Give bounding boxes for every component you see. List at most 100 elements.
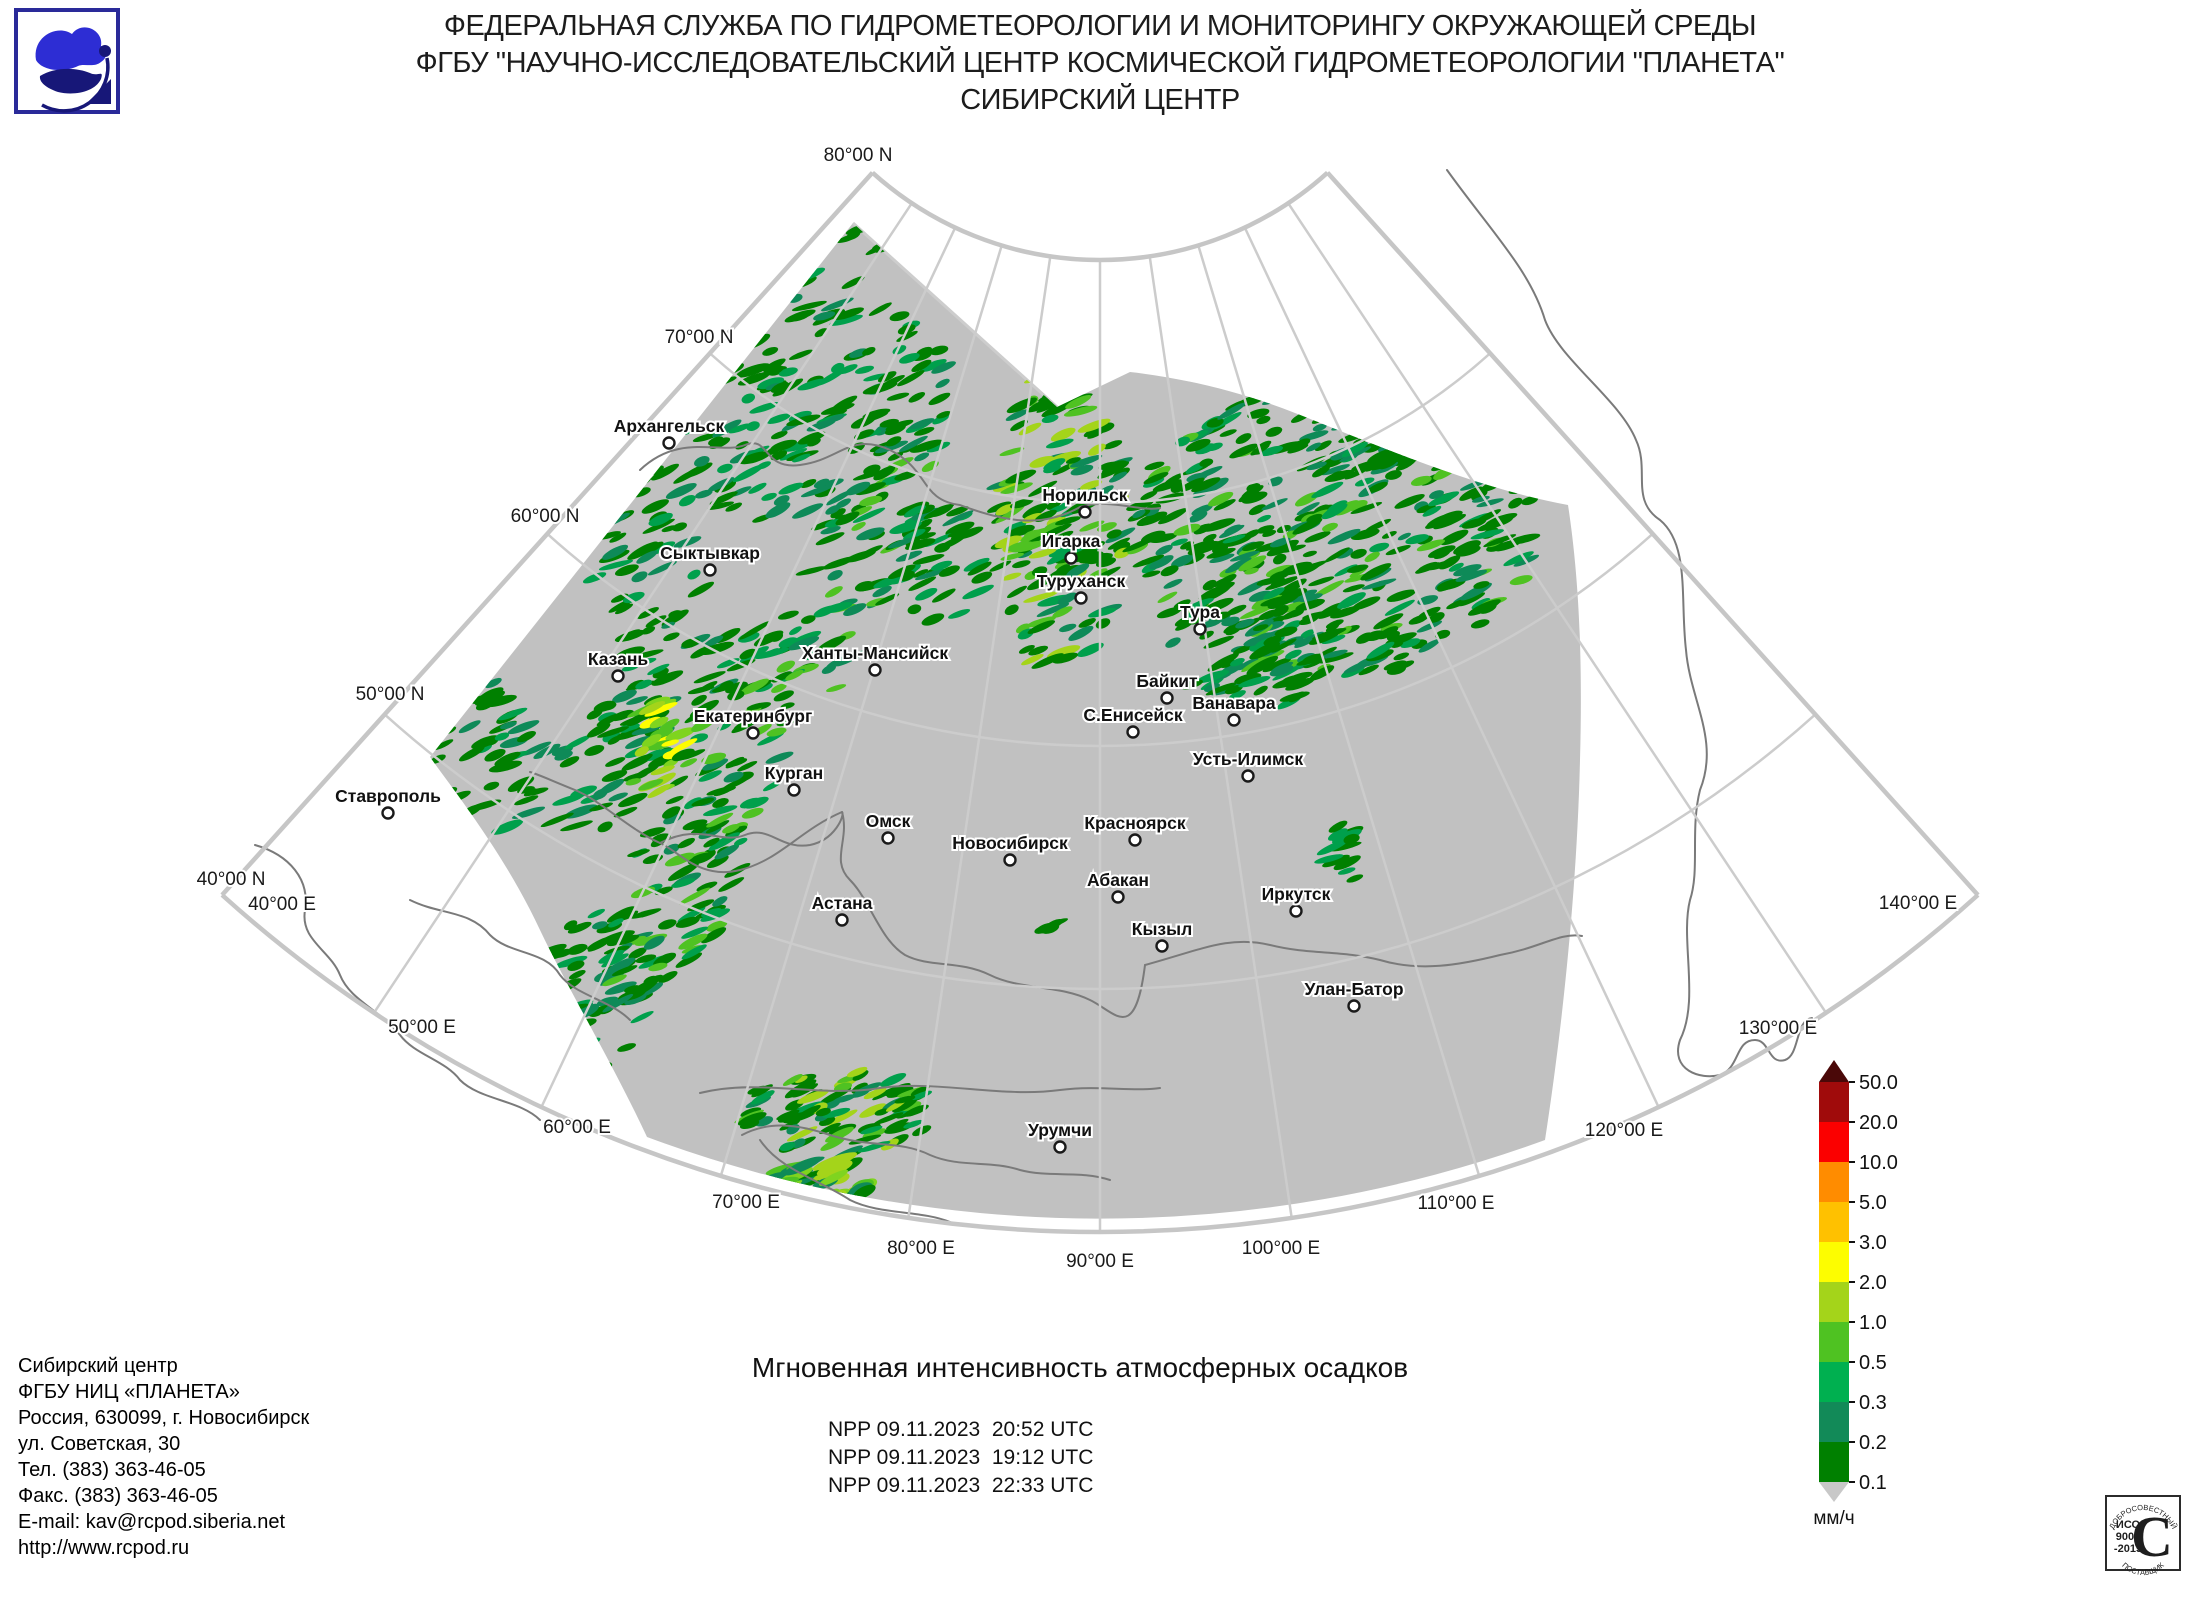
grid-label: 120°00 E xyxy=(1585,1120,1663,1141)
legend-units: мм/ч xyxy=(1813,1508,1854,1529)
address-line: Сибирский центр xyxy=(18,1355,178,1377)
grid-label: 100°00 E xyxy=(1242,1238,1320,1259)
grid-label: 80°00 N xyxy=(824,145,893,166)
city-marker xyxy=(1193,622,1207,636)
legend-segment xyxy=(1819,1322,1849,1362)
legend-tick-label: 0.3 xyxy=(1859,1392,1887,1414)
city-marker xyxy=(662,436,676,450)
legend-tick-label: 50.0 xyxy=(1859,1072,1898,1094)
city-marker xyxy=(1227,713,1241,727)
city-marker xyxy=(1074,591,1088,605)
header-line2: ФГБУ "НАУЧНО-ИССЛЕДОВАТЕЛЬСКИЙ ЦЕНТР КОС… xyxy=(415,47,1785,79)
legend-tick-label: 2.0 xyxy=(1859,1272,1887,1294)
city-label: Красноярск xyxy=(1084,813,1185,833)
city-marker xyxy=(1347,999,1361,1013)
grid-label: 110°00 E xyxy=(1418,1193,1495,1214)
city-label: Ставрополь xyxy=(335,786,441,806)
city-marker xyxy=(703,563,717,577)
city-marker xyxy=(1126,725,1140,739)
grid-label: 60°00 N xyxy=(511,506,580,527)
legend-segment xyxy=(1819,1122,1849,1162)
city-label: Норильск xyxy=(1042,485,1127,505)
product-title: Мгновенная интенсивность атмосферных оса… xyxy=(751,1352,1409,1383)
grid-labels: 80°00 N 70°00 N 60°00 N 50°00 N 40°00 N 40°00… xyxy=(195,143,1960,1274)
address-line: Тел. (383) 363-46-05 xyxy=(18,1459,206,1481)
city-label: Ханты-Мансийск xyxy=(802,643,948,663)
city-marker xyxy=(1160,691,1174,705)
header-line1: ФЕДЕРАЛЬНАЯ СЛУЖБА ПО ГИДРОМЕТЕОРОЛОГИИ … xyxy=(443,10,1757,42)
grid-label: 130°00 E xyxy=(1739,1018,1817,1039)
satellite-pass-line: NPP 09.11.2023 19:12 UTC xyxy=(828,1446,1094,1469)
city-marker xyxy=(1053,1140,1067,1154)
city-marker xyxy=(787,783,801,797)
fan-right-edge xyxy=(1325,171,1980,897)
address-line: http://www.rcpod.ru xyxy=(18,1537,190,1559)
fan-inner-edge xyxy=(870,170,1330,263)
legend-segment xyxy=(1819,1402,1849,1442)
legend-tick-label: 20.0 xyxy=(1859,1112,1898,1134)
logo-wave xyxy=(39,68,102,94)
planeta-logo xyxy=(14,8,120,119)
grid-label: 90°00 E xyxy=(1066,1251,1134,1272)
satellite-pass-line: NPP 09.11.2023 22:33 UTC xyxy=(828,1474,1094,1497)
cities: Архангельск Сыктывкар Казань Екатеринбург Ку… xyxy=(333,414,1406,1154)
iso-badge-c-mark: C xyxy=(2131,1504,2173,1569)
grid-label: 140°00 E xyxy=(1879,893,1957,914)
legend-segment xyxy=(1819,1442,1849,1482)
city-label: Сыктывкар xyxy=(660,543,760,563)
city-label: Тура xyxy=(1180,602,1220,622)
legend-tick-label: 1.0 xyxy=(1859,1312,1887,1334)
city-label: Екатеринбург xyxy=(694,706,813,726)
city-marker xyxy=(1289,904,1303,918)
logo-triangle xyxy=(86,79,111,104)
grid-label: 70°00 N xyxy=(665,327,734,348)
legend-arrow-top xyxy=(1819,1060,1849,1082)
city-marker xyxy=(1064,551,1078,565)
fan-outer-edge xyxy=(220,893,1980,1235)
city-label: Ванавара xyxy=(1192,693,1276,713)
address-line: ул. Советская, 30 xyxy=(18,1433,181,1455)
city-marker xyxy=(1155,939,1169,953)
legend-color-scale: 50.0 20.0 10.0 5.0 3.0 2.0 1.0 0.5 0.3 0.2 0.1мм/ч xyxy=(1813,1060,1898,1529)
address-line: Факс. (383) 363-46-05 xyxy=(18,1485,218,1507)
header-title: ФЕДЕРАЛЬНАЯ СЛУЖБА ПО ГИДРОМЕТЕОРОЛОГИИ … xyxy=(0,8,2200,119)
city-label: Иркутск xyxy=(1262,884,1331,904)
city-marker xyxy=(1241,769,1255,783)
grid-label: 50°00 N xyxy=(356,684,425,705)
city-label: С.Енисейск xyxy=(1083,705,1182,725)
city-marker xyxy=(1003,853,1017,867)
iso-badge-center-text: -2015 xyxy=(2114,1543,2142,1555)
legend-segment xyxy=(1819,1282,1849,1322)
city-label: Байкит xyxy=(1136,671,1198,691)
grid-label: 50°00 E xyxy=(388,1017,456,1038)
legend-tick-label: 5.0 xyxy=(1859,1192,1887,1214)
grid-label: 40°00 N xyxy=(197,869,266,890)
city-label: Омск xyxy=(866,811,911,831)
city-marker xyxy=(1111,890,1125,904)
satellite-pass-line: NPP 09.11.2023 20:52 UTC xyxy=(828,1418,1094,1441)
city-label: Новосибирск xyxy=(952,833,1068,853)
legend-tick-label: 10.0 xyxy=(1859,1152,1898,1174)
city-label: Туруханск xyxy=(1037,571,1126,591)
pass-boundary-line xyxy=(851,221,1059,409)
satellite-pass-list: NPP 09.11.2023 20:52 UTC NPP 09.11.2023 1… xyxy=(828,1416,1093,1500)
city-marker xyxy=(835,913,849,927)
iso-badge-frame xyxy=(2105,1495,2181,1571)
city-label: Абакан xyxy=(1087,870,1149,890)
city-marker xyxy=(611,669,625,683)
country-borders xyxy=(254,169,1813,1223)
header-line3: СИБИРСКИЙ ЦЕНТР xyxy=(960,84,1240,116)
legend-tick-label: 0.2 xyxy=(1859,1432,1887,1454)
iso-badge-center-text: 9001 xyxy=(2116,1531,2140,1543)
city-marker xyxy=(868,663,882,677)
legend-segment xyxy=(1819,1242,1849,1282)
legend-tick-label: 0.5 xyxy=(1859,1352,1887,1374)
city-marker xyxy=(381,806,395,820)
iso-badge-center-text: ИСО xyxy=(2116,1519,2141,1531)
legend-arrow-bottom xyxy=(1819,1482,1849,1502)
grid-label: 70°00 E xyxy=(712,1192,780,1213)
contact-address-block: Сибирский центр ФГБУ НИЦ «ПЛАНЕТА» Россия,… xyxy=(18,1353,309,1561)
legend-tick-label: 3.0 xyxy=(1859,1232,1887,1254)
